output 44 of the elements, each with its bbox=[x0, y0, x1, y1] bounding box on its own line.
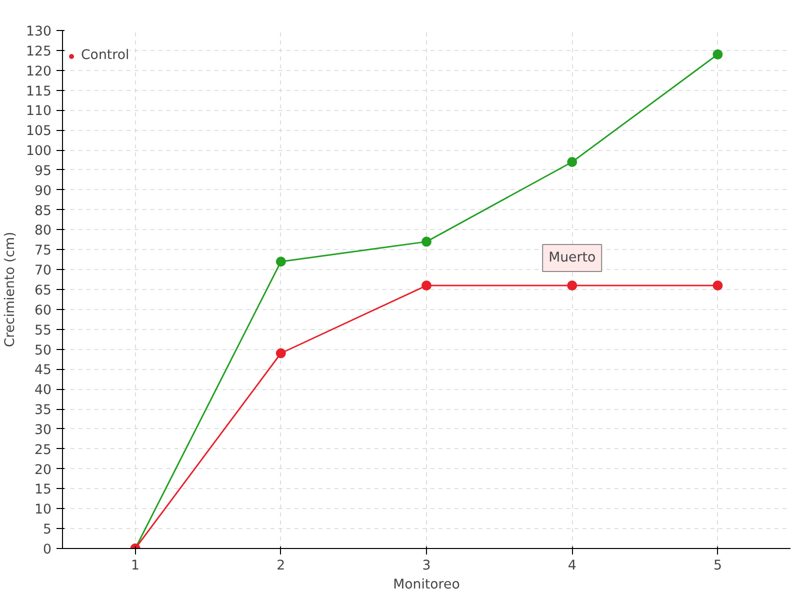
y-tick-label: 95 bbox=[34, 164, 52, 179]
y-tick-label: 100 bbox=[26, 144, 52, 160]
point bbox=[567, 280, 578, 291]
point bbox=[276, 348, 286, 358]
y-tick-label: 110 bbox=[26, 104, 52, 120]
legend-label: Control bbox=[81, 48, 130, 63]
point bbox=[712, 280, 723, 291]
y-axis-title: Crecimiento (cm) bbox=[3, 232, 18, 348]
y-tick-label: 15 bbox=[34, 482, 52, 498]
x-tick-label: 5 bbox=[713, 558, 722, 574]
y-tick-label: 115 bbox=[26, 84, 52, 100]
y-tick-label: 60 bbox=[34, 303, 52, 318]
y-tick-label: 25 bbox=[34, 442, 52, 458]
point bbox=[422, 280, 432, 291]
y-tick-label: 85 bbox=[34, 204, 52, 219]
point bbox=[276, 256, 286, 267]
y-tick-label: 20 bbox=[34, 462, 52, 478]
y-tick-label: 70 bbox=[34, 264, 52, 279]
y-tick-label: 10 bbox=[34, 502, 52, 518]
annotation: Muerto bbox=[548, 250, 596, 266]
point bbox=[712, 49, 723, 60]
y-tick-label: 40 bbox=[34, 383, 52, 398]
y-tick-label: 105 bbox=[26, 124, 52, 140]
y-tick-label: 50 bbox=[34, 343, 52, 358]
y-tick-label: 30 bbox=[34, 422, 52, 438]
y-tick-label: 45 bbox=[34, 363, 52, 378]
x-axis-title: Monitoreo bbox=[393, 578, 460, 592]
y-tick-label: 55 bbox=[34, 323, 52, 338]
point bbox=[567, 157, 578, 167]
y-tick-label: 75 bbox=[34, 244, 52, 259]
y-tick-label: 5 bbox=[43, 522, 52, 538]
x-tick-label: 4 bbox=[568, 558, 576, 574]
x-tick-label: 2 bbox=[276, 558, 286, 574]
y-tick-label: 90 bbox=[34, 184, 52, 199]
y-tick-label: 35 bbox=[34, 403, 52, 418]
y-tick-label: 130 bbox=[26, 24, 52, 40]
x-tick-label: 1 bbox=[131, 558, 140, 574]
y-tick-label: 125 bbox=[26, 44, 52, 60]
y-tick-label: 65 bbox=[34, 284, 52, 298]
x-tick-label: 3 bbox=[422, 558, 431, 574]
y-tick-label: 120 bbox=[26, 64, 52, 80]
y-tick-label: 80 bbox=[34, 224, 52, 239]
point bbox=[422, 236, 432, 247]
y-tick-label: 0 bbox=[43, 542, 52, 558]
